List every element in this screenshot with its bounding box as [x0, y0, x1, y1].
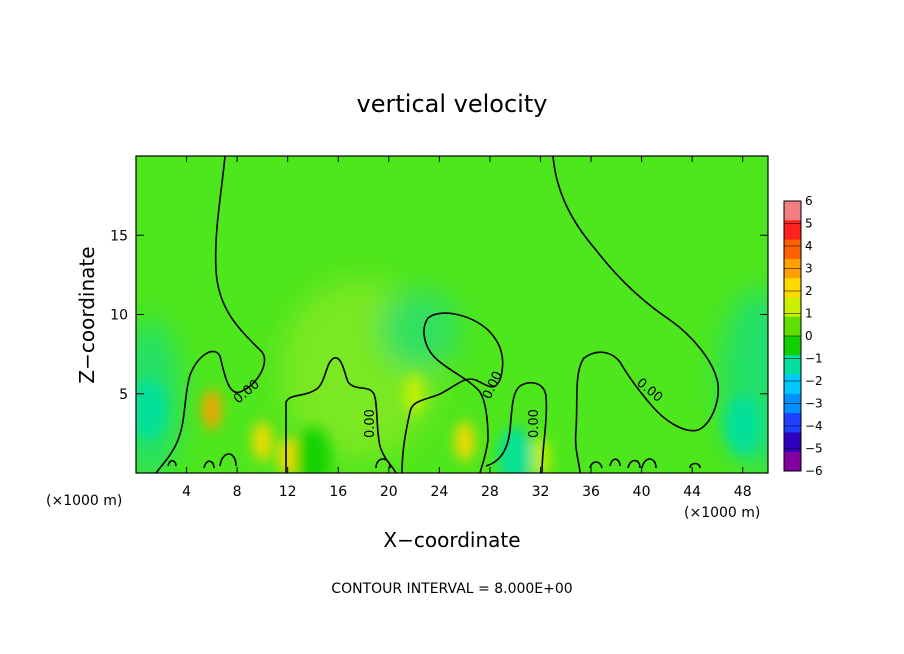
updraft-cell — [530, 437, 551, 473]
contour-left-tongue — [155, 156, 266, 473]
contour-bottom-loops — [167, 453, 701, 469]
colorbar-segment — [784, 374, 801, 395]
y-tick-label: 15 — [110, 228, 128, 244]
colorbar-label: 2 — [805, 284, 813, 298]
x-tick-label: 8 — [233, 484, 242, 500]
updraft-cell — [252, 421, 273, 462]
colorbar-label: 5 — [805, 217, 813, 231]
colorbar-label: 3 — [805, 262, 813, 276]
downdraft-cell — [497, 427, 534, 473]
colorbar-label: −6 — [805, 464, 823, 478]
y-axis-label: Z−coordinate — [75, 246, 99, 383]
colorbar-segment — [784, 220, 801, 241]
colorbar-segment — [784, 297, 801, 318]
x-tick-label: 28 — [481, 484, 499, 500]
contour-interval-note: CONTOUR INTERVAL = 8.000E+00 — [331, 581, 572, 597]
updraft-cell — [404, 373, 425, 414]
x-tick-label: 40 — [633, 484, 651, 500]
contour-label: 0.00 — [527, 409, 542, 438]
y-tick-label: 10 — [110, 308, 128, 324]
colorbar-segment — [784, 336, 801, 356]
colorbar-segment — [784, 278, 801, 298]
x-unit-right: (×1000 m) — [684, 505, 760, 521]
contour-center-c — [485, 382, 548, 473]
colorbar-label: 4 — [805, 239, 813, 253]
x-unit-left: (×1000 m) — [46, 493, 122, 509]
colorbar-label: −4 — [805, 419, 823, 433]
colorbar: 6 5 4 3 2 1 0 −1 −2 −3 −4 −5 −6 — [783, 194, 823, 478]
field-shade-mid — [380, 290, 460, 370]
x-tick-label: 4 — [182, 484, 191, 500]
x-axis: 4 8 12 16 20 24 28 32 36 40 44 48 — [182, 156, 752, 500]
x-tick-label: 12 — [279, 484, 297, 500]
downdraft-cell — [724, 395, 761, 456]
x-tick-label: 32 — [532, 484, 550, 500]
x-tick-label: 36 — [582, 484, 600, 500]
colorbar-label: −2 — [805, 374, 823, 388]
colorbar-label: −5 — [805, 442, 823, 456]
colorbar-segment — [784, 239, 801, 260]
contour-lines — [155, 156, 720, 473]
chart-title: vertical velocity — [357, 90, 548, 118]
x-axis-label: X−coordinate — [383, 528, 520, 552]
downdraft-cell — [136, 379, 167, 440]
plot-area: 0.00 0.00 0.00 0.00 0.00 — [136, 156, 768, 473]
colorbar-segment — [784, 432, 801, 453]
x-tick-label: 24 — [430, 484, 448, 500]
y-axis: 5 10 15 — [110, 228, 768, 403]
updraft-cell — [454, 421, 475, 462]
contour-right-tongue — [552, 156, 720, 473]
colorbar-label: −1 — [805, 352, 823, 366]
contour-label: 0.00 — [363, 409, 378, 438]
colorbar-label: 6 — [805, 194, 813, 208]
updraft-cell — [201, 389, 222, 430]
colorbar-label: 1 — [805, 307, 813, 321]
contour-center-a — [285, 357, 397, 473]
colorbar-segment — [784, 201, 801, 221]
x-tick-label: 44 — [683, 484, 701, 500]
downdraft-cell — [294, 427, 331, 473]
y-tick-label: 5 — [119, 387, 128, 403]
x-tick-label: 48 — [734, 484, 752, 500]
contour-center-b — [401, 312, 504, 473]
colorbar-label: −3 — [805, 397, 823, 411]
x-tick-label: 16 — [329, 484, 347, 500]
colorbar-segment — [784, 413, 801, 433]
colorbar-segment — [784, 355, 801, 376]
colorbar-segment — [784, 451, 801, 472]
updraft-cell — [277, 437, 298, 473]
colorbar-label: 0 — [805, 329, 813, 343]
x-tick-label: 20 — [380, 484, 398, 500]
colorbar-segment — [784, 316, 801, 337]
